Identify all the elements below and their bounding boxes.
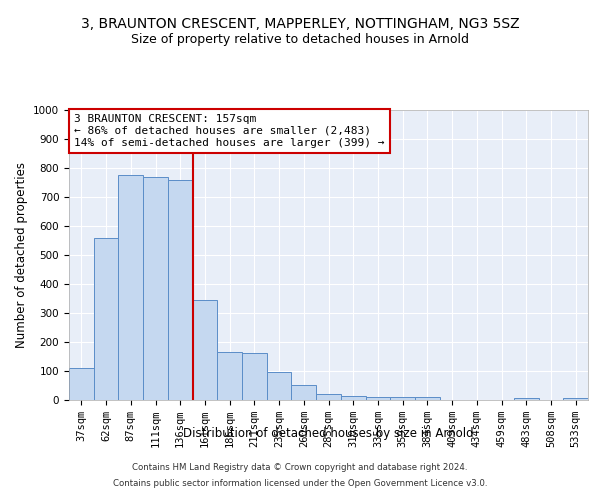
Bar bbox=[563, 398, 588, 400]
Bar bbox=[365, 396, 390, 400]
Bar bbox=[217, 352, 242, 400]
Text: Contains HM Land Registry data © Crown copyright and database right 2024.: Contains HM Land Registry data © Crown c… bbox=[132, 464, 468, 472]
Bar bbox=[341, 396, 365, 400]
Y-axis label: Number of detached properties: Number of detached properties bbox=[14, 162, 28, 348]
Text: 3, BRAUNTON CRESCENT, MAPPERLEY, NOTTINGHAM, NG3 5SZ: 3, BRAUNTON CRESCENT, MAPPERLEY, NOTTING… bbox=[80, 18, 520, 32]
Bar bbox=[514, 398, 539, 400]
Bar bbox=[193, 300, 217, 400]
Bar bbox=[69, 368, 94, 400]
Bar bbox=[292, 384, 316, 400]
Bar bbox=[94, 238, 118, 400]
Bar bbox=[118, 176, 143, 400]
Bar bbox=[143, 176, 168, 400]
Bar bbox=[316, 394, 341, 400]
Bar bbox=[267, 372, 292, 400]
Text: Size of property relative to detached houses in Arnold: Size of property relative to detached ho… bbox=[131, 32, 469, 46]
Bar bbox=[242, 353, 267, 400]
Text: Distribution of detached houses by size in Arnold: Distribution of detached houses by size … bbox=[184, 428, 474, 440]
Bar bbox=[168, 180, 193, 400]
Text: 3 BRAUNTON CRESCENT: 157sqm
← 86% of detached houses are smaller (2,483)
14% of : 3 BRAUNTON CRESCENT: 157sqm ← 86% of det… bbox=[74, 114, 385, 148]
Bar bbox=[415, 397, 440, 400]
Text: Contains public sector information licensed under the Open Government Licence v3: Contains public sector information licen… bbox=[113, 478, 487, 488]
Bar bbox=[390, 397, 415, 400]
